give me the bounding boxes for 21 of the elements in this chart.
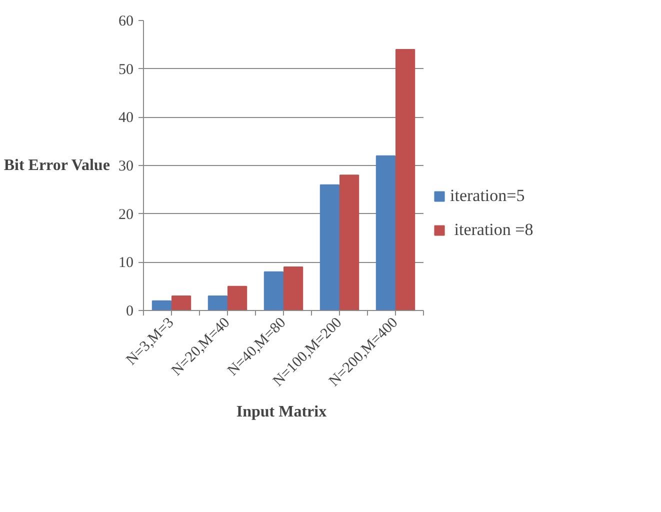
bar [171,296,192,310]
bar [208,296,228,310]
bar [320,184,340,310]
bar [227,286,248,310]
bar [152,300,172,310]
x-axis-title: Input Matrix [236,403,327,420]
y-tick-label: 10 [118,255,134,272]
bar [395,49,416,310]
bar [264,271,284,310]
y-tick-label: 40 [118,110,134,126]
legend-label: iteration=5 [450,186,525,206]
y-tick-label: 0 [126,304,134,320]
y-tick-label: 20 [118,206,134,223]
y-tick-label: 30 [118,158,134,174]
bar [376,155,396,310]
y-axis-title: Bit Error Value [4,157,110,174]
bar [339,174,360,310]
y-tick-label: 60 [118,14,134,30]
y-tick-label: 50 [118,62,134,78]
bar [283,266,304,310]
legend-label: iteration =8 [453,220,534,240]
